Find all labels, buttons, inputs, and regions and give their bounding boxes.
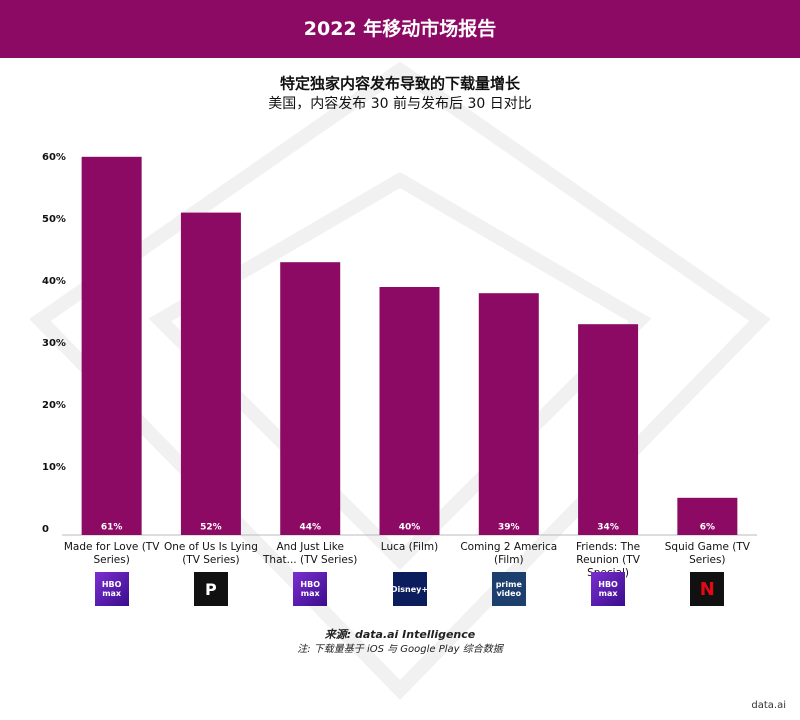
- y-tick-label: 30%: [42, 338, 66, 349]
- bar: [677, 497, 738, 535]
- note: 注: 下载量基于 iOS 与 Google Play 综合数据: [297, 644, 503, 655]
- logo: HBO max: [293, 572, 328, 606]
- logo: Disney+: [391, 572, 428, 606]
- x-tick-label: And Just Like That... (TV Series): [263, 541, 358, 566]
- header-title: 2022 年移动市场报告: [0, 0, 800, 58]
- x-tick-label: Luca (Film): [380, 541, 439, 553]
- x-tick-label: One of Us Is Lying (TV Series): [163, 541, 258, 566]
- bar: [578, 324, 639, 535]
- logo: HBO max: [591, 572, 626, 606]
- chart-subtitle: 美国，内容发布 30 前与发布后 30 日对比: [268, 95, 531, 112]
- logo: P: [193, 572, 228, 606]
- y-tick-label: 10%: [42, 462, 66, 473]
- source: 来源: data.ai Intelligence: [324, 628, 476, 641]
- value-label: 39%: [498, 523, 520, 533]
- brand: data.ai: [751, 700, 786, 711]
- bar: [81, 156, 142, 536]
- bar: [379, 287, 440, 535]
- logo: N: [690, 572, 725, 606]
- bar: [478, 293, 539, 535]
- y-tick-label: 50%: [42, 214, 66, 225]
- x-tick-label: Squid Game (TV Series): [664, 541, 750, 566]
- logo: prime video: [491, 572, 526, 606]
- bar: [180, 212, 241, 535]
- value-label: 6%: [700, 523, 715, 533]
- y-tick-label: 20%: [42, 400, 66, 411]
- y-tick-label: 0: [42, 524, 49, 535]
- x-tick-label: Made for Love (TV Series): [63, 541, 160, 566]
- logo: HBO max: [94, 572, 129, 606]
- y-tick-label: 40%: [42, 276, 66, 287]
- value-label: 40%: [399, 523, 421, 533]
- bar: [280, 262, 341, 535]
- value-label: 61%: [101, 523, 123, 533]
- value-label: 34%: [597, 523, 619, 533]
- value-label: 52%: [200, 523, 222, 533]
- x-tick-label: Coming 2 America (Film): [460, 541, 558, 566]
- y-tick-label: 60%: [42, 152, 66, 163]
- chart-title: 特定独家内容发布导致的下载量增长: [280, 75, 521, 93]
- value-label: 44%: [299, 523, 321, 533]
